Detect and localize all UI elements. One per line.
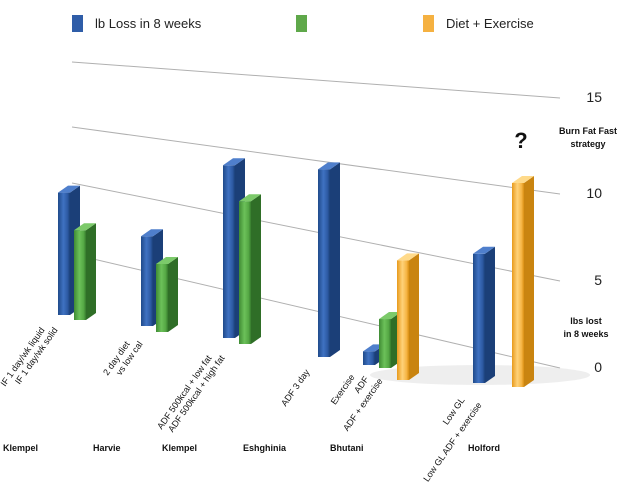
y-tick-label: 0 [594,359,602,375]
y-axis-label: lbs lost in 8 weeks [555,315,617,341]
bar-front-green [156,264,168,332]
legend-item-3: Diet + Exercise [423,13,534,33]
gridline [71,61,561,99]
ylabel-line-2: in 8 weeks [563,329,609,339]
bar-front-blue [223,165,235,338]
bar-front-blue [363,351,375,365]
bar-top-blue [473,246,495,254]
gridline [71,126,561,195]
question-mark-label: ? [514,128,527,153]
category-label: ADF 500kcal + low fat [155,353,214,431]
y-tick-label: 5 [594,272,602,288]
legend-label-3: Diet + Exercise [446,15,534,31]
bar-side-green [168,257,178,332]
bar-top-blue [141,229,163,237]
bar-top-green [74,223,96,231]
bar-top-green [156,257,178,264]
bar-side-blue [485,246,495,383]
legend-swatch-green [296,14,307,32]
author-label: Holford [468,443,500,453]
bar-front-green [74,230,86,320]
bar-side-green [251,194,261,344]
category-label: ADF 3 day [279,367,312,408]
bar-side-orange [524,176,534,387]
ylabel-line-1: lbs lost [570,316,602,326]
bar-front-blue [141,236,153,326]
bar-front-green [379,319,391,368]
bar-top-blue [223,158,245,166]
bar-side-blue [330,162,340,357]
author-label: Bhutani [330,443,364,453]
bar-top-blue [58,185,80,193]
legend-item-1: lb Loss in 8 weeks [72,13,201,33]
strategy-line-1: Burn Fat Fast [558,126,617,136]
legend-item-2 [296,13,319,33]
bar-side-green [86,223,96,320]
legend-swatch-orange [423,14,434,32]
bar-front-orange [512,183,524,387]
author-label: Klempel [3,443,38,453]
author-label: Harvie [93,443,121,453]
bar-top-orange [397,253,419,261]
author-label: Eshghinia [243,443,287,453]
y-tick-label: 10 [586,185,602,201]
bar-front-orange [397,260,409,380]
bar-front-green [239,201,251,344]
strategy-annotation: Burn Fat Fast strategy [553,125,620,151]
legend-swatch-blue [72,14,83,32]
strategy-line-2: strategy [570,139,606,149]
author-label: Klempel [162,443,197,453]
bar-front-blue [318,169,330,357]
bar-top-green [379,312,401,320]
bar-top-orange [512,176,534,183]
y-tick-label: 15 [586,89,602,105]
legend-label-1: lb Loss in 8 weeks [95,15,202,31]
bar-front-blue [473,253,485,383]
bar-top-blue [318,162,340,170]
bar-front-blue [58,192,70,315]
bar-side-orange [409,253,419,380]
bar-top-green [239,194,261,202]
